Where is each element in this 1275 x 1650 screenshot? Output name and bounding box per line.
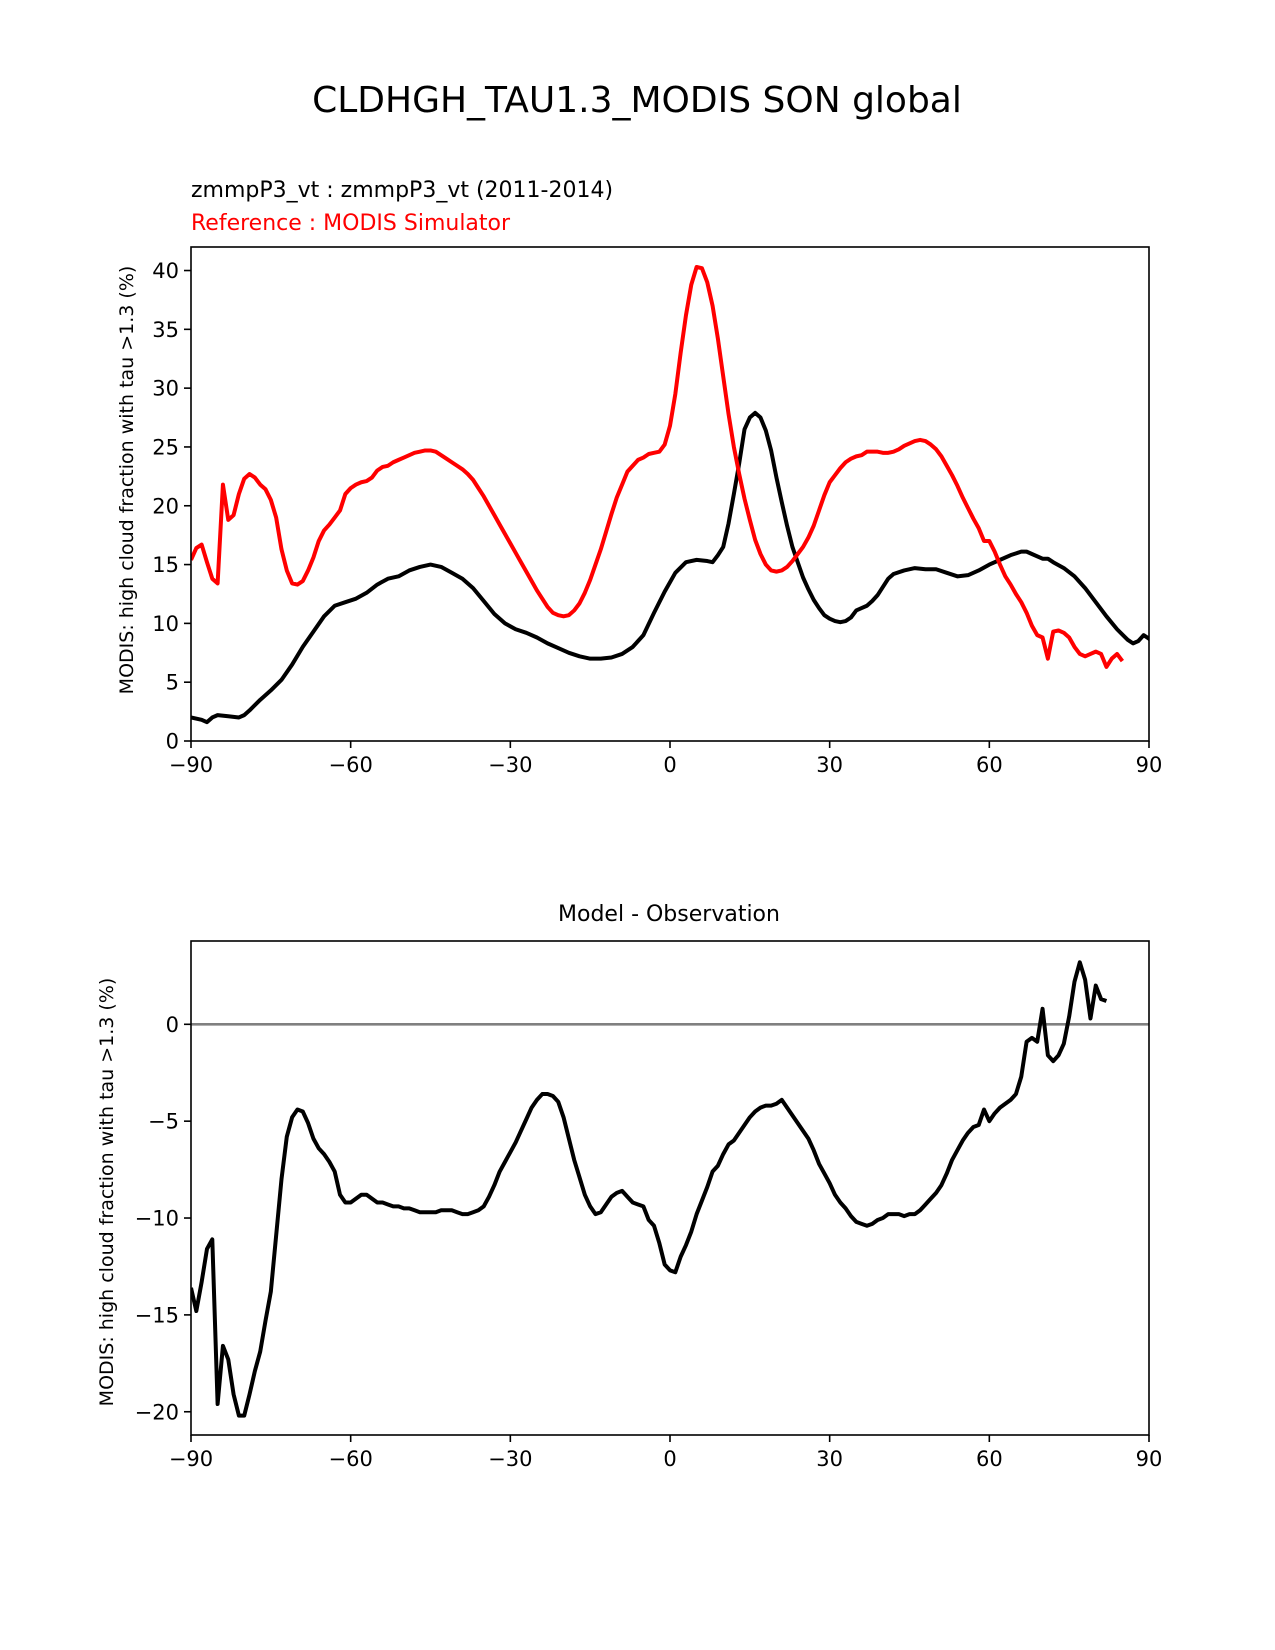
bottom-xtick-label: 60 bbox=[976, 1447, 1003, 1471]
top-ytick-label: 35 bbox=[152, 318, 179, 342]
bottom-xtick-label: −60 bbox=[329, 1447, 373, 1471]
top-xtick-label: 30 bbox=[816, 753, 843, 777]
top-xtick-label: −60 bbox=[329, 753, 373, 777]
bottom-series-model-observation bbox=[191, 960, 1108, 1418]
top-ytick-label: 20 bbox=[152, 494, 179, 518]
bottom-xtick-label: −90 bbox=[169, 1447, 213, 1471]
top-series-modis-simulator bbox=[191, 265, 1124, 669]
bottom-ytick-label: −15 bbox=[135, 1303, 179, 1327]
bottom-xtick-label: −30 bbox=[488, 1447, 532, 1471]
top-ytick-label: 30 bbox=[152, 377, 179, 401]
bottom-panel: Model - Observation MODIS: high cloud fr… bbox=[96, 902, 1162, 1471]
top-panel-ylabel: MODIS: high cloud fraction with tau >1.3… bbox=[116, 266, 138, 695]
bottom-ytick-label: −20 bbox=[135, 1400, 179, 1424]
top-series-zmmpp3-vt bbox=[191, 410, 1149, 725]
top-xtick-label: 60 bbox=[976, 753, 1003, 777]
top-ytick-label: 40 bbox=[152, 259, 179, 283]
bottom-axes-frame bbox=[190, 940, 1150, 1436]
top-ytick-label: 5 bbox=[166, 671, 179, 695]
bottom-xtick-label: 0 bbox=[663, 1447, 676, 1471]
bottom-ytick-label: −5 bbox=[148, 1110, 179, 1134]
bottom-panel-ylabel: MODIS: high cloud fraction with tau >1.3… bbox=[96, 978, 118, 1407]
bottom-ytick-label: −10 bbox=[135, 1207, 179, 1231]
top-plot-area: −90 −60 −30 0 30 60 90 0 5 10 15 20 25 30 35 40 bbox=[152, 246, 1163, 777]
top-panel-subtitle-test: zmmpP3_vt : zmmpP3_vt (2011-2014) bbox=[191, 178, 613, 203]
top-xtick-label: −30 bbox=[488, 753, 532, 777]
bottom-xtick-label: 90 bbox=[1136, 1447, 1163, 1471]
top-ytick-label: 10 bbox=[152, 612, 179, 636]
top-axes-frame bbox=[190, 246, 1150, 742]
bottom-panel-title: Model - Observation bbox=[558, 902, 780, 927]
top-panel: zmmpP3_vt : zmmpP3_vt (2011-2014) Refere… bbox=[116, 178, 1163, 777]
top-ytick-label: 0 bbox=[166, 730, 179, 754]
top-xtick-label: 0 bbox=[663, 753, 676, 777]
bottom-xtick-label: 30 bbox=[816, 1447, 843, 1471]
top-xtick-label: −90 bbox=[169, 753, 213, 777]
bottom-plot-area: −90 −60 −30 0 30 60 90 −20 −15 −10 −5 0 bbox=[135, 940, 1163, 1471]
top-ytick-label: 25 bbox=[152, 435, 179, 459]
top-ytick-label: 15 bbox=[152, 553, 179, 577]
bottom-ytick-label: 0 bbox=[166, 1013, 179, 1037]
figure-title: CLDHGH_TAU1.3_MODIS SON global bbox=[312, 80, 962, 121]
top-xtick-label: 90 bbox=[1136, 753, 1163, 777]
top-panel-subtitle-reference: Reference : MODIS Simulator bbox=[191, 211, 511, 236]
